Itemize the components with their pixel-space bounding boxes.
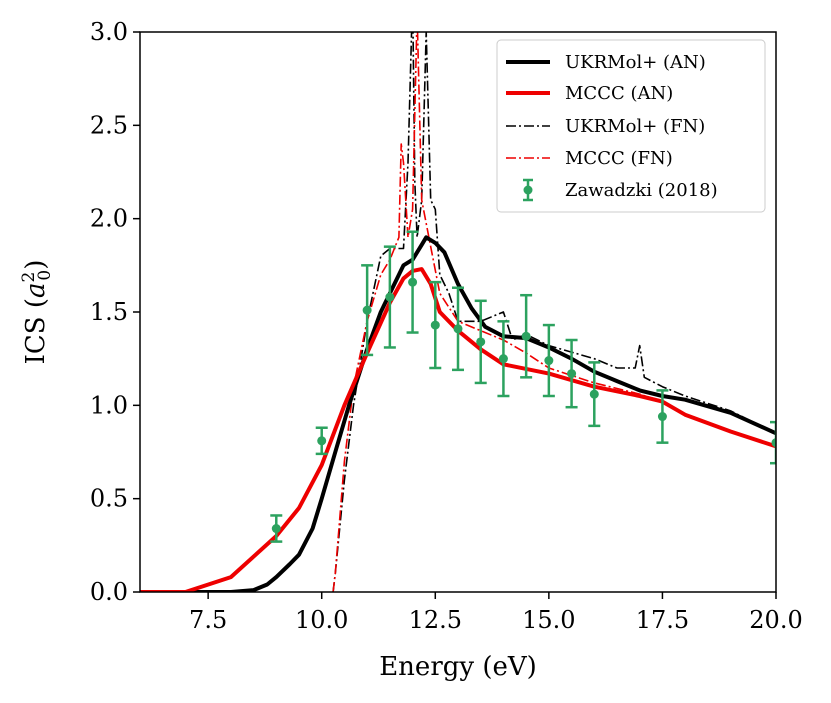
legend-box [496,39,766,213]
legend-label-zawadzki: Zawadzki (2018) [565,180,718,201]
legend: UKRMol+ (AN) MCCC (AN) UKRMol+ (FN) MCCC… [496,39,766,213]
series-layer [140,32,776,592]
x-axis-title: Energy (eV) [379,652,537,682]
data-point [270,514,283,543]
y-tick-label: 1.5 [90,298,128,326]
y-tick-label: 0.5 [90,485,128,513]
legend-label-mccc-fn: MCCC (FN) [565,148,673,169]
data-point [565,338,578,409]
data-point [361,264,374,357]
data-point [497,320,510,398]
data-point [474,299,487,385]
data-point [406,230,419,334]
legend-label-mccc-an: MCCC (AN) [565,83,673,104]
data-point [315,426,328,456]
y-tick-label: 2.5 [90,111,128,139]
x-tick-label: 7.5 [189,606,227,634]
legend-label-ukrmol-fn: UKRMol+ (FN) [565,116,705,137]
data-point [429,280,442,370]
data-point [770,420,776,465]
series-line-ukrmol-an [140,235,776,592]
y-tick-label: 0.0 [90,578,128,606]
y-tick-label: 1.0 [90,391,128,419]
data-point [542,323,555,398]
legend-label-ukrmol-an: UKRMol+ (AN) [565,52,706,73]
x-tick-label: 15.0 [522,606,575,634]
x-tick-label: 17.5 [636,606,689,634]
data-point [520,293,533,379]
data-point [588,361,601,428]
y-axis-title: ICS (a20) [19,260,55,365]
data-point [452,286,464,372]
y-axis: 0.0 0.5 1.0 1.5 2.0 2.5 3.0 [90,18,140,606]
y-tick-label: 3.0 [90,18,128,46]
x-axis: 7.5 10.0 12.5 15.0 17.5 20.0 [189,592,803,634]
errorbar-layer [270,230,776,543]
x-tick-label: 12.5 [409,606,462,634]
series-line-mccc-an [140,267,776,592]
series-line-ukrmol-fn [332,32,776,592]
legend-swatch-zawadzki [523,178,533,202]
data-point [656,389,669,444]
series-line-mccc-fn [332,32,776,592]
data-point [383,245,396,349]
x-tick-label: 10.0 [295,606,348,634]
y-tick-label: 2.0 [90,205,128,233]
x-tick-label: 20.0 [749,606,802,634]
